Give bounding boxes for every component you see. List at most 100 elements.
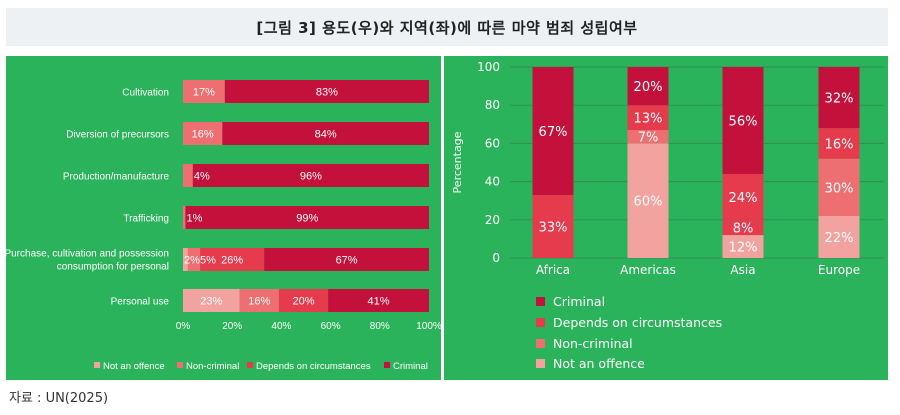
bar-not-an-offence-europe [818, 215, 860, 258]
legend-swatch-not-an-offence [94, 362, 100, 368]
category-label-diversion-of-precursors: Diversion of precursors [66, 130, 169, 141]
legend-swatch-not-an-offence [536, 359, 545, 368]
bar-criminal-europe [818, 67, 860, 129]
bar-label-non-criminal-personal-use: 16% [248, 296, 270, 308]
bar-label-criminal-trafficking: 99% [296, 213, 318, 225]
bar-not-an-offence-asia [722, 235, 764, 258]
legend-swatch-non-criminal [177, 362, 183, 368]
source-note: 자료 : UN(2025) [9, 391, 109, 406]
y-tick-label-40: 40 [485, 175, 500, 189]
category-label-personal-use: Personal use [111, 297, 170, 308]
bar-non-criminal-americas [627, 130, 669, 144]
bar-criminal-trafficking [185, 206, 429, 229]
legend-label-non-criminal: Non-criminal [553, 336, 633, 351]
bar-criminal-personal-use [328, 289, 429, 312]
legend-label-depends-on-circumstances: Depends on circumstances [553, 315, 722, 330]
bar-label-non-criminal-purchase-cultivation-and-possession-consumption-for-personal: 5% [200, 255, 216, 267]
bar-label-depends-on-circumstances-asia-2: 24% [729, 191, 758, 206]
bar-non-criminal-diversion-of-precursors [183, 122, 223, 145]
bar-not-an-offence-purchase-cultivation-and-possession-consumption-for-personal [183, 248, 188, 271]
bar-label-not-an-offence-asia: 12% [729, 241, 758, 256]
legend-label-non-criminal: Non-criminal [186, 361, 239, 372]
bar-depends-on-circumstances-europe [818, 128, 860, 159]
bar-label-criminal-europe: 32% [825, 92, 854, 107]
category-label-trafficking: Trafficking [123, 214, 169, 225]
bar-criminal-asia-3 [722, 67, 764, 174]
bar-depends-on-circumstances-asia [722, 219, 764, 236]
legend-label-not-an-offence: Not an offence [553, 356, 645, 371]
bar-label-criminal-production-manufacture: 96% [300, 171, 322, 183]
bar-label-non-criminal-diversion-of-precursors: 16% [192, 129, 214, 141]
bar-label-non-criminal-cultivation: 17% [193, 87, 215, 99]
bar-label-depends-on-circumstances-europe: 16% [825, 137, 854, 152]
bar-label-depends-on-circumstances-asia: 8% [733, 221, 754, 236]
bar-criminal-cultivation [224, 80, 429, 103]
bar-label-criminal-africa: 67% [539, 125, 568, 140]
x-tick-label-asia: Asia [730, 263, 755, 277]
x-tick-label-1: 20% [222, 321, 242, 332]
legend-swatch-depends-on-circumstances [536, 318, 545, 327]
figure-title: [그림 3] 용도(우)와 지역(좌)에 따른 마약 범죄 성립여부 [6, 8, 888, 46]
bar-criminal-purchase-cultivation-and-possession-consumption-for-personal [264, 248, 429, 271]
bar-label-criminal-asia-3: 56% [729, 114, 758, 129]
bar-non-criminal-purchase-cultivation-and-possession-consumption-for-personal [187, 248, 201, 271]
bar-label-criminal-diversion-of-precursors: 84% [315, 129, 337, 141]
bar-label-depends-on-circumstances-purchase-cultivation-and-possession-consumption-for-personal: 26% [221, 255, 243, 267]
bar-label-not-an-offence-europe: 22% [825, 231, 854, 246]
legend-label-criminal: Criminal [393, 361, 428, 372]
bar-label-criminal-purchase-cultivation-and-possession-consumption-for-personal: 67% [336, 255, 358, 267]
legend-swatch-non-criminal [536, 339, 545, 348]
bar-non-criminal-europe [818, 158, 860, 216]
legend-label-not-an-offence: Not an offence [103, 361, 165, 372]
bar-not-an-offence-personal-use [183, 289, 240, 312]
bar-label-non-criminal-trafficking: 1% [186, 213, 202, 225]
usage-stacked-bar-chart: 17% 83% Cultivation 16% 84% Diversion of prec… [6, 56, 441, 380]
bar-non-criminal-cultivation [183, 80, 225, 103]
x-tick-label-5: 100% [416, 321, 441, 332]
bar-label-not-an-offence-personal-use: 23% [200, 296, 222, 308]
bar-label-non-criminal-americas: 7% [638, 131, 659, 146]
bar-label-non-criminal-production-manufacture: 4% [194, 171, 210, 183]
bar-label-criminal-americas: 20% [634, 80, 663, 95]
category-label-purchase-line1: Purchase, cultivation and possession [6, 249, 169, 260]
y-tick-label-100: 100 [477, 60, 500, 74]
bar-depends-on-circumstances-americas [627, 105, 669, 131]
bar-depends-on-circumstances-asia-2 [722, 173, 764, 220]
bar-label-criminal-cultivation: 83% [316, 87, 338, 99]
region-stacked-bar-chart: 0 20 40 60 80 100 Percentage 33% 67% Africa 60% 7% 1… [444, 56, 888, 380]
legend-label-depends-on-circumstances: Depends on circumstances [256, 361, 371, 372]
category-label-cultivation: Cultivation [122, 88, 169, 99]
usage-chart-canvas: 17% 83% Cultivation 16% 84% Diversion of prec… [6, 80, 441, 372]
x-tick-label-3: 60% [321, 321, 341, 332]
bar-depends-on-circumstances-africa [532, 194, 574, 258]
bar-criminal-americas [627, 67, 669, 106]
bar-non-criminal-personal-use [239, 289, 279, 312]
y-tick-label-60: 60 [485, 136, 500, 150]
y-tick-label-20: 20 [485, 213, 500, 227]
x-tick-label-europe: Europe [818, 263, 860, 277]
bar-criminal-africa [532, 67, 574, 195]
legend-swatch-depends-on-circumstances [247, 362, 253, 368]
legend-swatch-criminal [536, 297, 545, 306]
legend-label-criminal: Criminal [553, 294, 605, 309]
legend-swatch-criminal [384, 362, 390, 368]
bar-label-depends-on-circumstances-africa: 33% [539, 220, 568, 235]
x-tick-label-0: 0% [176, 321, 191, 332]
bar-non-criminal-production-manufacture [183, 164, 193, 187]
bar-label-depends-on-circumstances-americas: 13% [634, 112, 663, 127]
bar-depends-on-circumstances-personal-use [278, 289, 329, 312]
region-chart-canvas: 0 20 40 60 80 100 Percentage 33% 67% Africa 60% 7% 1… [451, 60, 884, 371]
bar-label-not-an-offence-americas: 60% [634, 195, 663, 210]
category-label-production-manufacture: Production/manufacture [63, 172, 170, 183]
bar-depends-on-circumstances-purchase-cultivation-and-possession-consumption-for-personal [200, 248, 265, 271]
bar-label-not-an-offence-purchase-cultivation-and-possession-consumption-for-personal: 2% [184, 255, 200, 267]
bar-criminal-diversion-of-precursors [222, 122, 429, 145]
x-tick-label-2: 40% [271, 321, 291, 332]
y-tick-label-0: 0 [492, 251, 500, 265]
bar-label-criminal-personal-use: 41% [368, 296, 390, 308]
bar-criminal-production-manufacture [192, 164, 429, 187]
x-tick-label-4: 80% [370, 321, 390, 332]
x-tick-label-americas: Americas [620, 263, 676, 277]
category-label-purchase-line2: consumption for personal [57, 262, 169, 273]
bar-label-depends-on-circumstances-personal-use: 20% [293, 296, 315, 308]
